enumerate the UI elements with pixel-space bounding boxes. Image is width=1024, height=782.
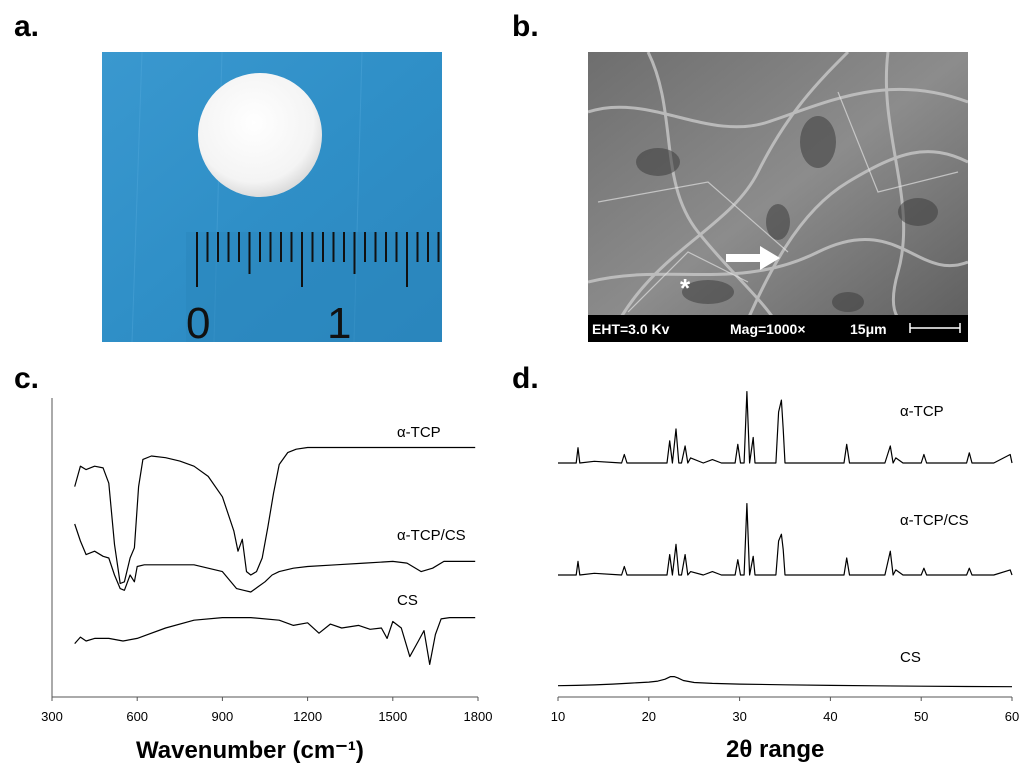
ruler-mark-1: 1 bbox=[327, 299, 351, 342]
panel-label-a: a. bbox=[14, 10, 40, 43]
series-line-2 bbox=[74, 523, 476, 593]
ftir-x-axis-title: Wavenumber (cm⁻¹) bbox=[136, 737, 364, 764]
asterisk-marker: * bbox=[680, 273, 691, 303]
series-line-1 bbox=[74, 446, 476, 585]
sem-mag-label: Mag=1000× bbox=[730, 321, 806, 337]
sample-photo: 0 1 bbox=[102, 52, 442, 342]
x-tick-label: 60 bbox=[1005, 709, 1019, 724]
x-tick-label: 900 bbox=[212, 709, 234, 724]
scale-bar bbox=[909, 323, 961, 333]
x-tick-label: 300 bbox=[41, 709, 63, 724]
sem-scale-label: 15μm bbox=[850, 321, 887, 337]
series-label-3: CS bbox=[900, 649, 921, 666]
ruler-mark-0: 0 bbox=[186, 299, 210, 342]
x-tick-label: 50 bbox=[914, 709, 928, 724]
x-tick-label: 30 bbox=[732, 709, 746, 724]
x-tick-label: 1800 bbox=[464, 709, 493, 724]
series-line-1 bbox=[558, 391, 1013, 464]
panel-label-b: b. bbox=[512, 10, 539, 43]
series-label-1: α-TCP bbox=[397, 424, 441, 441]
sample-disc bbox=[198, 73, 322, 197]
panel-label-d: d. bbox=[512, 362, 539, 395]
series-label-1: α-TCP bbox=[900, 403, 944, 420]
xrd-x-axis-title: 2θ range bbox=[726, 736, 825, 763]
arrow-marker bbox=[726, 246, 780, 270]
sem-info-bar bbox=[588, 315, 968, 342]
x-tick-label: 1200 bbox=[293, 709, 322, 724]
x-tick-label: 600 bbox=[126, 709, 148, 724]
x-tick-label: 1500 bbox=[378, 709, 407, 724]
panel-label-c: c. bbox=[14, 362, 40, 395]
series-line-3 bbox=[74, 616, 476, 666]
x-tick-label: 20 bbox=[642, 709, 656, 724]
series-label-3: CS bbox=[397, 592, 418, 609]
series-line-2 bbox=[558, 503, 1013, 576]
x-tick-label: 10 bbox=[551, 709, 565, 724]
series-label-2: α-TCP/CS bbox=[900, 512, 969, 529]
sem-image: * EHT=3.0 Kv Mag=1000× 15μm bbox=[588, 52, 968, 342]
ruler: 0 1 bbox=[186, 232, 442, 342]
series-label-2: α-TCP/CS bbox=[397, 527, 466, 544]
series-line-3 bbox=[557, 675, 1013, 688]
sem-eht-label: EHT=3.0 Kv bbox=[592, 321, 670, 337]
x-tick-label: 40 bbox=[823, 709, 837, 724]
